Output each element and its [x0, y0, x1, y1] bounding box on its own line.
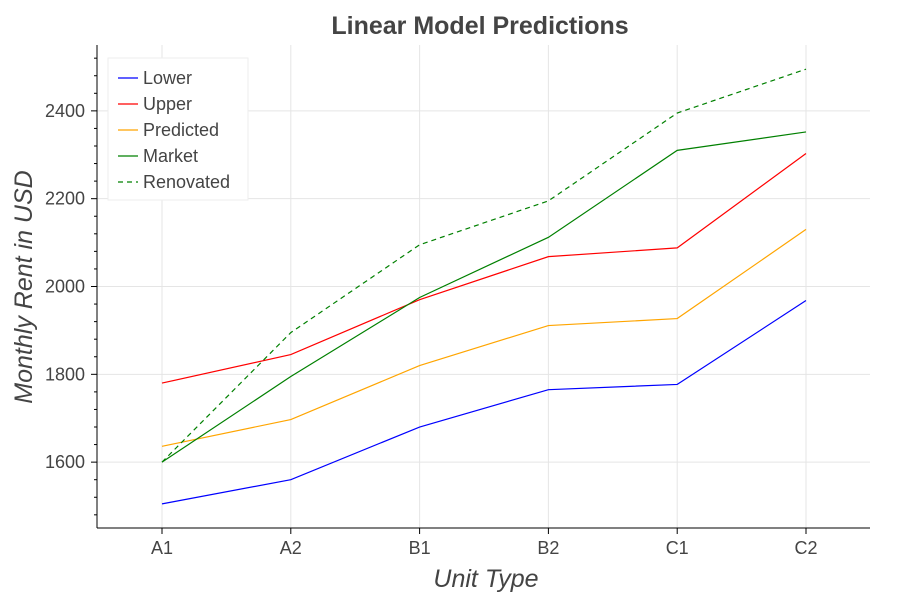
series-line-renovated: [161, 68, 807, 463]
x-ticks: A1 A2 B1 B2 C1 C2: [151, 528, 818, 558]
y-tick-label: 2400: [45, 101, 85, 121]
series-line-upper: [161, 152, 807, 384]
series-line-predicted: [161, 228, 807, 447]
y-tick-label: 2000: [45, 277, 85, 297]
legend-box: [107, 57, 249, 201]
x-tick-label: A2: [280, 538, 302, 558]
y-tick-label: 1600: [45, 452, 85, 472]
series-lines: [161, 68, 807, 505]
y-tick-label: 1800: [45, 364, 85, 384]
x-tick-label: B2: [537, 538, 559, 558]
legend-label: Market: [143, 146, 198, 166]
legend-label: Renovated: [143, 172, 230, 192]
legend-label: Upper: [143, 94, 192, 114]
x-tick-label: C1: [666, 538, 689, 558]
y-tick-label: 2200: [45, 189, 85, 209]
legend-label: Predicted: [143, 120, 219, 140]
series-line-lower: [161, 300, 807, 505]
x-axis-label: Unit Type: [433, 565, 538, 593]
y-ticks: 1600 1800 2000 2200 2400: [45, 57, 97, 516]
legend: Lower Upper Predicted Market Renovated: [107, 57, 249, 201]
x-tick-label: B1: [409, 538, 431, 558]
x-tick-label: C2: [794, 538, 817, 558]
y-axis-label: Monthly Rent in USD: [10, 170, 38, 403]
legend-label: Lower: [143, 68, 192, 88]
series-line-market: [161, 131, 807, 463]
chart-title: Linear Model Predictions: [331, 12, 628, 40]
x-tick-label: A1: [151, 538, 173, 558]
